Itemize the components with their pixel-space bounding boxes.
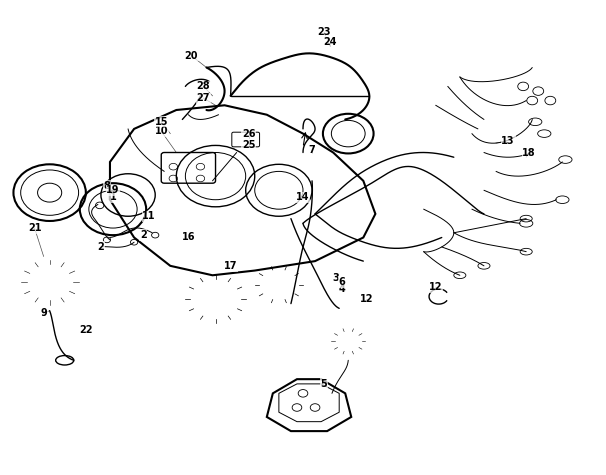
Text: 19: 19: [106, 185, 120, 195]
Text: 14: 14: [296, 192, 310, 202]
Text: 2: 2: [98, 242, 104, 252]
Text: 23: 23: [318, 27, 331, 37]
Text: 12: 12: [359, 294, 373, 304]
Text: 15: 15: [155, 117, 168, 127]
Text: 2: 2: [140, 230, 147, 240]
Text: 5: 5: [321, 379, 327, 389]
Text: 17: 17: [224, 261, 238, 271]
Text: 25: 25: [242, 141, 256, 151]
Text: 20: 20: [185, 51, 198, 61]
Text: 16: 16: [182, 232, 195, 243]
Text: 6: 6: [339, 277, 345, 287]
Text: 18: 18: [522, 148, 536, 158]
Text: 11: 11: [142, 211, 156, 221]
Text: 9: 9: [40, 308, 47, 318]
Text: 1: 1: [110, 192, 116, 202]
Text: 12: 12: [429, 282, 442, 292]
Text: 4: 4: [339, 285, 345, 294]
Text: 24: 24: [324, 37, 337, 47]
Text: 3: 3: [333, 273, 339, 283]
Text: 13: 13: [501, 136, 515, 146]
Text: 27: 27: [197, 93, 210, 103]
Text: 7: 7: [308, 145, 316, 155]
Text: 28: 28: [197, 81, 210, 91]
Text: 10: 10: [155, 126, 168, 136]
Text: 22: 22: [79, 324, 93, 334]
Text: 21: 21: [28, 223, 41, 233]
Text: 8: 8: [104, 180, 110, 190]
Text: 26: 26: [242, 129, 256, 139]
